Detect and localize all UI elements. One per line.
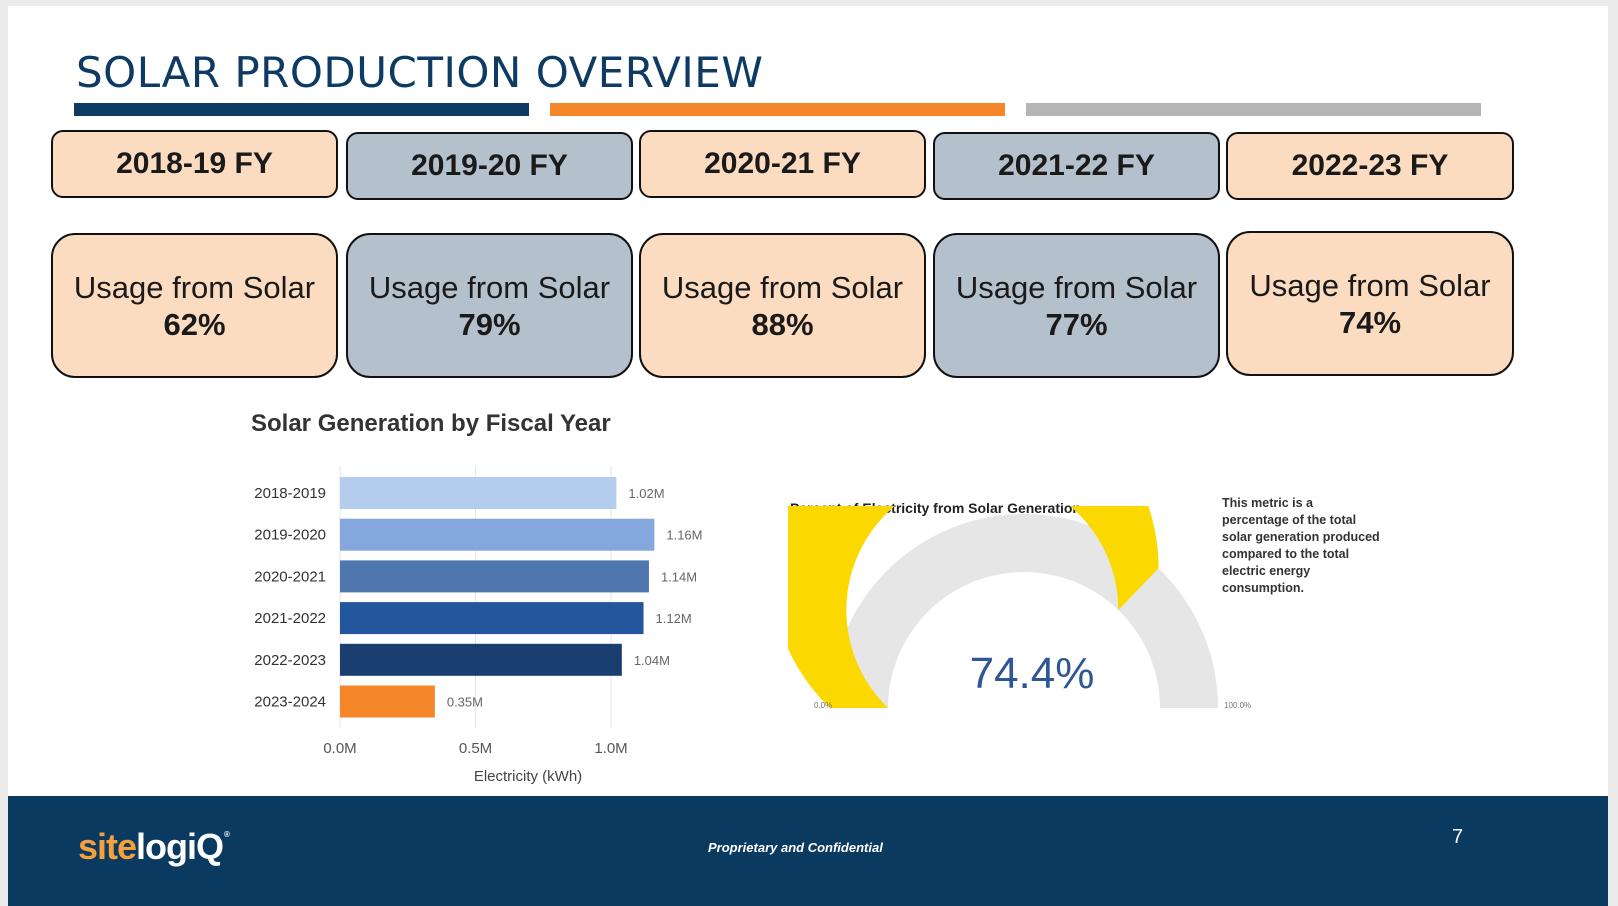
category-label: 2021-2022 (254, 610, 326, 627)
fy-label: 2021-22 FY (998, 149, 1155, 182)
fy-label: 2020-21 FY (704, 147, 861, 180)
usage-box-2019-20: Usage from Solar 79% (346, 233, 633, 378)
category-label: 2019-2020 (254, 527, 326, 544)
bar-chart: 0.0M 0.5M 1.0M 2018-2019 1.02M 2019-2020 1.16M… (254, 466, 703, 785)
usage-value: 77% (1045, 306, 1108, 342)
usage-label: Usage from Solar (368, 269, 611, 305)
company-logo: site logiQ ® (78, 826, 230, 868)
usage-value: 74% (1338, 304, 1402, 340)
gauge-value-label: 74.4% (970, 649, 1095, 698)
x-axis-label: Electricity (kWh) (474, 768, 582, 785)
fy-box-2022-23: 2022-23 FY (1226, 132, 1514, 200)
fy-box-2018-19: 2018-19 FY (51, 130, 338, 198)
bar (340, 518, 655, 551)
bar (340, 685, 435, 718)
fy-label: 2018-19 FY (116, 147, 273, 180)
data-label: 1.14M (661, 569, 697, 584)
fy-box-2020-21: 2020-21 FY (639, 130, 926, 198)
fy-box-2021-22: 2021-22 FY (933, 132, 1220, 200)
category-label: 2018-2019 (254, 485, 326, 502)
gauge-note: This metric is a percentage of the total… (1222, 496, 1380, 595)
bar (340, 560, 649, 593)
title-rule-orange (550, 103, 1005, 116)
category-label: 2023-2024 (254, 694, 326, 711)
page-number: 7 (1452, 826, 1464, 848)
bar-chart-title: Solar Generation by Fiscal Year (251, 410, 611, 437)
category-label: 2022-2023 (254, 652, 326, 669)
gauge-value-arc (788, 506, 1159, 708)
title-rule-gray (1026, 103, 1481, 116)
confidential-notice: Proprietary and Confidential (708, 840, 883, 855)
data-label: 1.16M (666, 528, 702, 543)
data-label: 0.35M (447, 695, 483, 710)
logo-site-text: site (78, 826, 137, 867)
gauge-min-label: 0.0% (814, 701, 832, 710)
gauge-max-label: 100.0% (1224, 701, 1251, 710)
data-label: 1.12M (656, 611, 692, 626)
title-rule-navy (74, 103, 529, 116)
category-label: 2020-2021 (254, 568, 326, 585)
usage-value: 79% (458, 306, 521, 342)
x-tick-label: 0.0M (323, 740, 356, 757)
gauge-chart: 74.4% 0.0% 100.0% (788, 506, 1251, 710)
data-label: 1.02M (628, 486, 664, 501)
x-tick-label: 1.0M (594, 740, 627, 757)
usage-value: 62% (163, 306, 226, 342)
bar (340, 602, 644, 635)
registered-mark-icon: ® (224, 830, 230, 839)
slide: SOLAR PRODUCTION OVERVIEW 2018-19 FY 201… (8, 6, 1608, 906)
usage-box-2022-23: Usage from Solar 74% (1226, 231, 1514, 376)
x-tick-label: 0.5M (459, 740, 492, 757)
fy-box-2019-20: 2019-20 FY (346, 132, 633, 200)
usage-box-2020-21: Usage from Solar 88% (639, 233, 926, 378)
page-title: SOLAR PRODUCTION OVERVIEW (76, 48, 764, 97)
usage-label: Usage from Solar (73, 269, 316, 305)
data-label: 1.04M (634, 653, 670, 668)
usage-value: 88% (751, 306, 814, 342)
bar (340, 643, 622, 676)
logo-logiq-text: logiQ (136, 826, 224, 867)
usage-label: Usage from Solar (955, 269, 1198, 305)
fy-label: 2022-23 FY (1291, 149, 1449, 182)
bar (340, 477, 617, 509)
usage-label: Usage from Solar (1249, 267, 1491, 303)
usage-label: Usage from Solar (661, 269, 904, 305)
footer: site logiQ ® Proprietary and Confidential … (8, 796, 1608, 906)
fy-label: 2019-20 FY (411, 149, 568, 182)
usage-box-2021-22: Usage from Solar 77% (933, 233, 1220, 378)
usage-box-2018-19: Usage from Solar 62% (51, 233, 338, 378)
